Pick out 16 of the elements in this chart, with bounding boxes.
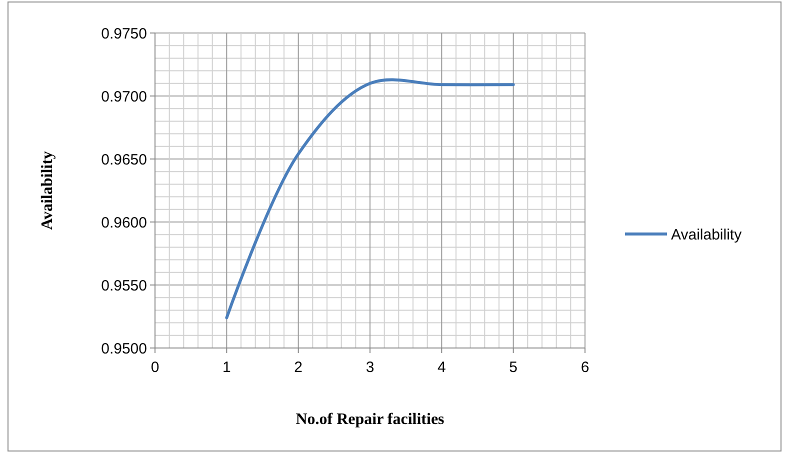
y-tick-label: 0.9600 [101, 214, 147, 232]
x-tick-label: 6 [580, 359, 590, 376]
x-tick-label: 0 [150, 359, 160, 376]
x-tick-label: 1 [222, 359, 231, 376]
x-tick-label: 2 [294, 359, 303, 376]
x-tick-label: 3 [366, 359, 374, 376]
x-tick-label: 5 [509, 359, 518, 376]
x-axis-title: No.of Repair facilities [296, 411, 444, 428]
y-tick-label: 0.9500 [101, 340, 147, 358]
y-axis-title: Availability [39, 151, 56, 230]
y-tick-label: 0.9700 [101, 88, 147, 106]
y-tick-label: 0.9750 [101, 25, 147, 42]
legend-label: Availability [671, 226, 742, 244]
y-tick-label: 0.9550 [101, 277, 147, 294]
y-tick-label: 0.9650 [101, 151, 147, 168]
x-tick-label: 4 [437, 359, 446, 376]
